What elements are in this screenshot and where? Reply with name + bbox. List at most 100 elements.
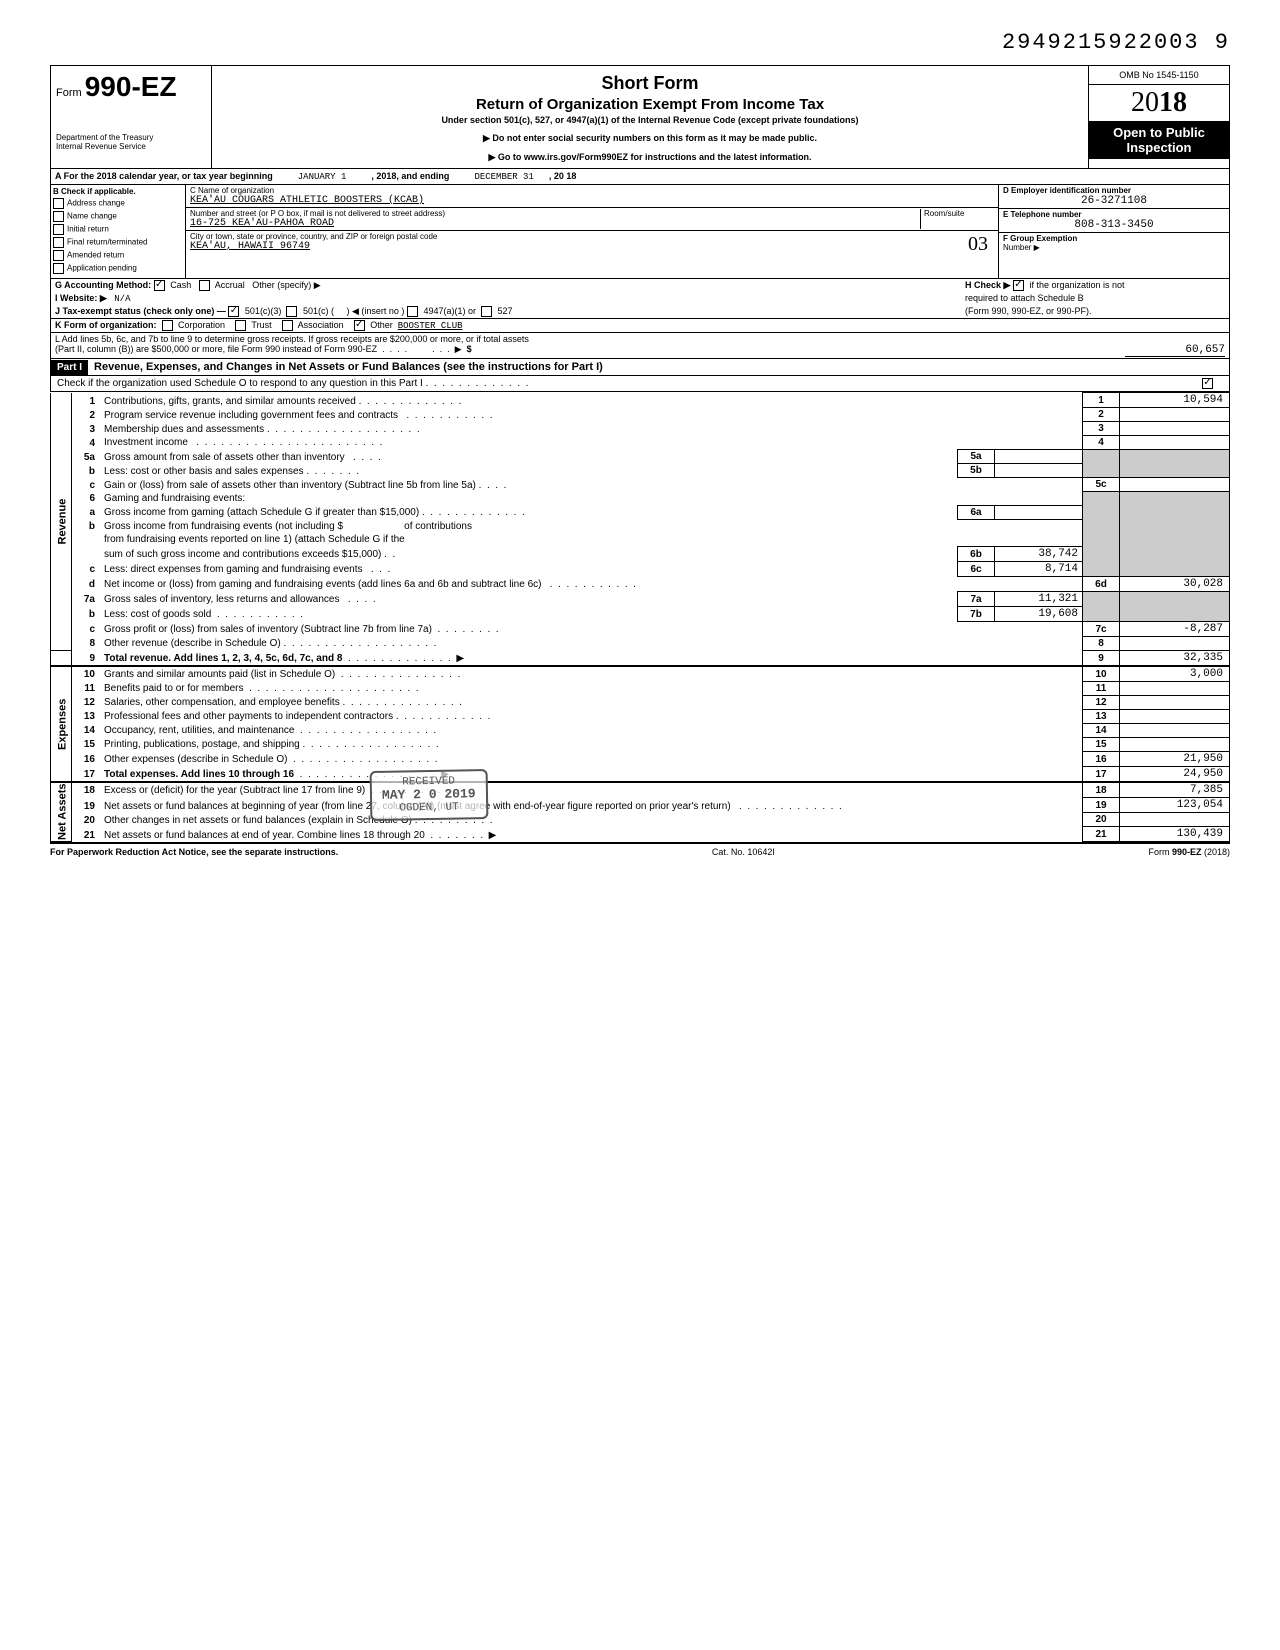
tax-year-begin: JANUARY 1 [298,172,347,182]
line20-desc: Other changes in net assets or fund bala… [104,815,412,826]
main-table: Revenue 1 Contributions, gifts, grants, … [50,392,1230,842]
main-title: Return of Organization Exempt From Incom… [217,96,1083,113]
line14-desc: Occupancy, rent, utilities, and maintena… [104,725,294,736]
cb-cash[interactable] [154,280,165,291]
lbl-address-change: Address change [67,199,125,208]
lines-ghijkl: G Accounting Method: Cash Accrual Other … [50,279,1230,359]
line6b-val: 38,742 [995,546,1083,561]
lbl-other-org: Other [370,320,393,330]
cb-accrual[interactable] [199,280,210,291]
cb-schedule-o[interactable] [1202,378,1213,389]
open-public: Open to Public Inspection [1089,121,1229,159]
group-exempt-number: Number ▶ [1003,243,1040,252]
line6c-val: 8,714 [995,561,1083,576]
line17-desc: Total expenses. Add lines 10 through 16 [104,769,294,780]
omb-number: OMB No 1545-1150 [1089,66,1229,85]
cb-501c[interactable] [286,306,297,317]
city-label: City or town, state or province, country… [190,232,437,241]
row-a-yr: , 20 18 [549,171,577,181]
line21-val: 130,439 [1120,827,1230,842]
year-prefix: 20 [1131,87,1159,118]
line10-desc: Grants and similar amounts paid (list in… [104,669,335,680]
line4-val [1120,436,1230,450]
col-b: B Check if applicable. Address change Na… [51,185,186,278]
ein-label: D Employer identification number [1003,186,1131,195]
cb-4947[interactable] [407,306,418,317]
lbl-insert: ) ◀ (insert no ) [347,306,405,316]
footer-mid: Cat. No. 10642I [712,847,775,857]
line17-val: 24,950 [1120,766,1230,782]
line6c-desc: Less: direct expenses from gaming and fu… [104,564,362,575]
line5a-desc: Gross amount from sale of assets other t… [104,452,345,463]
line-h-check: H Check ▶ [965,280,1010,290]
cb-527[interactable] [481,306,492,317]
tax-year: 2018 [1089,85,1229,121]
cb-name-change[interactable] [53,211,64,222]
line13-desc: Professional fees and other payments to … [104,711,393,722]
line5c-val [1120,478,1230,492]
line6b-desc3: sum of such gross income and contributio… [104,549,381,560]
row-a: A For the 2018 calendar year, or tax yea… [50,169,1230,185]
line15-desc: Printing, publications, postage, and shi… [104,739,300,750]
lbl-initial-return: Initial return [67,225,109,234]
line13-val [1120,709,1230,723]
line-l-text1: L Add lines 5b, 6c, and 7b to line 9 to … [55,334,1225,344]
line21-desc: Net assets or fund balances at end of ye… [104,830,425,841]
lbl-amended-return: Amended return [67,251,124,260]
line8-desc: Other revenue (describe in Schedule O) [104,638,281,649]
cb-501c3[interactable] [228,306,239,317]
other-org-value: BOOSTER CLUB [398,321,463,331]
tax-year-end: DECEMBER 31 [474,172,533,182]
line8-val [1120,636,1230,650]
open-public-2: Inspection [1089,140,1229,155]
cb-address-change[interactable] [53,198,64,209]
cb-corp[interactable] [162,320,173,331]
lbl-527: 527 [498,306,513,316]
line5a-val [995,450,1083,464]
header-note2: ▶ Go to www.irs.gov/Form990EZ for instru… [217,152,1083,163]
line4-desc: Investment income [104,437,188,448]
cb-application-pending[interactable] [53,263,64,274]
cb-amended-return[interactable] [53,250,64,261]
line12-val [1120,695,1230,709]
lbl-name-change: Name change [67,212,117,221]
line7a-desc: Gross sales of inventory, less returns a… [104,594,339,605]
line18-desc: Excess or (deficit) for the year (Subtra… [104,785,365,796]
cb-final-return[interactable] [53,237,64,248]
cb-assoc[interactable] [282,320,293,331]
row-a-label: A For the 2018 calendar year, or tax yea… [55,171,273,181]
lbl-accrual: Accrual [215,280,245,290]
line14-val [1120,723,1230,737]
ein-value: 26-3271108 [1003,195,1225,207]
footer: For Paperwork Reduction Act Notice, see … [50,842,1230,857]
line-h-text2: required to attach Schedule B [965,293,1225,304]
org-name: KEA'AU COUGARS ATHLETIC BOOSTERS (KCAB) [190,195,424,206]
line12-desc: Salaries, other compensation, and employ… [104,697,340,708]
dept-line1: Department of the Treasury [56,133,206,142]
phone-label: E Telephone number [1003,210,1082,219]
line16-desc: Other expenses (describe in Schedule O) [104,754,287,765]
line5b-desc: Less: cost or other basis and sales expe… [104,466,304,477]
header-box: Form 990-EZ Department of the Treasury I… [50,65,1230,169]
lbl-501c: 501(c) ( [303,306,334,316]
line20-val [1120,813,1230,827]
part1-check-row: Check if the organization used Schedule … [50,376,1230,392]
header-mid: Short Form Return of Organization Exempt… [212,66,1089,168]
info-grid: B Check if applicable. Address change Na… [50,185,1230,279]
line6a-desc: Gross income from gaming (attach Schedul… [104,507,419,518]
cb-no-schedule-b[interactable] [1013,280,1024,291]
lbl-final-return: Final return/terminated [67,238,147,247]
name-label: C Name of organization [190,186,274,195]
line6d-desc: Net income or (loss) from gaming and fun… [104,579,541,590]
line6a-val [995,505,1083,519]
form-title-cell: Form 990-EZ Department of the Treasury I… [51,66,212,168]
col-b-title: B Check if applicable. [53,187,136,196]
cb-initial-return[interactable] [53,224,64,235]
stamp-location: OGDEN, UT [382,802,476,816]
cb-trust[interactable] [235,320,246,331]
form-prefix: Form [56,87,82,99]
part1-title: Revenue, Expenses, and Changes in Net As… [88,359,609,375]
cb-other-org[interactable] [354,320,365,331]
group-exempt-label: F Group Exemption [1003,234,1077,243]
line6d-val: 30,028 [1120,576,1230,591]
